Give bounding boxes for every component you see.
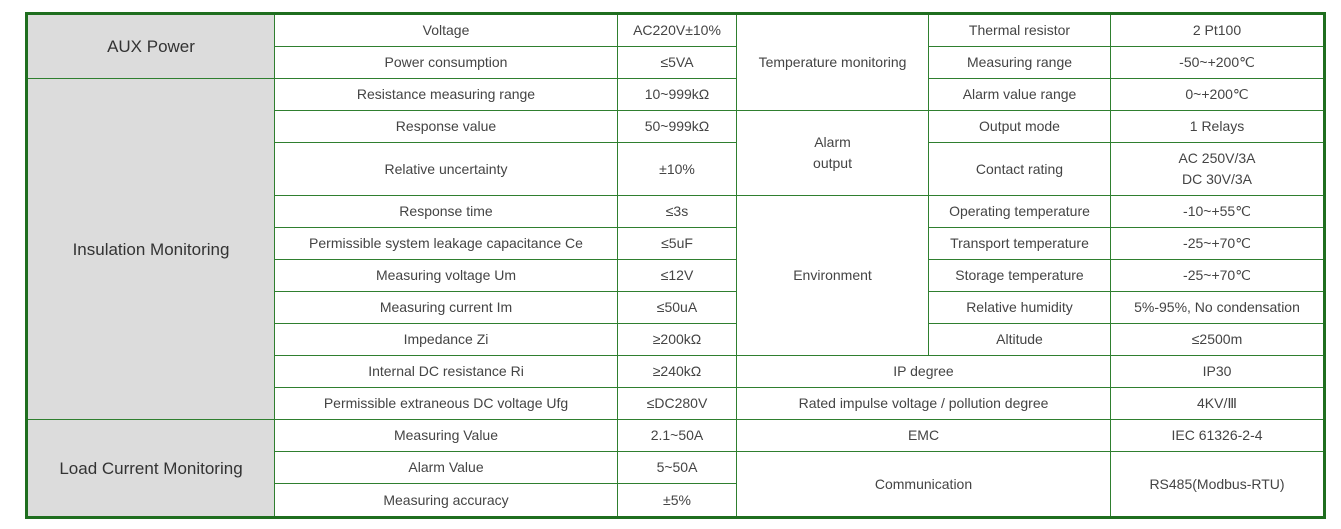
value-cell: ≤DC280V <box>617 387 737 420</box>
param-cell: Response time <box>274 195 618 228</box>
value-cell: ≤50uA <box>617 291 737 324</box>
param-cell: Relative uncertainty <box>274 142 618 196</box>
value-cell: IEC 61326-2-4 <box>1110 419 1325 452</box>
param-cell: Resistance measuring range <box>274 78 618 111</box>
param-cell: Voltage <box>274 13 618 47</box>
group-cell: Alarm output <box>736 110 929 196</box>
param-cell: Operating temperature <box>928 195 1111 228</box>
param-cell: Impedance Zi <box>274 323 618 356</box>
param-cell: Rated impulse voltage / pollution degree <box>736 387 1111 420</box>
param-cell: Storage temperature <box>928 259 1111 292</box>
value-cell: 10~999kΩ <box>617 78 737 111</box>
value-cell: 1 Relays <box>1110 110 1325 143</box>
value-cell: RS485(Modbus-RTU) <box>1110 451 1325 518</box>
group-cell: Temperature monitoring <box>736 13 929 111</box>
value-cell: 5~50A <box>617 451 737 484</box>
value-cell: ≥200kΩ <box>617 323 737 356</box>
value-cell: IP30 <box>1110 355 1325 388</box>
group-cell: AUX Power <box>26 13 275 79</box>
group-label: Alarm output <box>813 134 852 171</box>
param-cell: Alarm value range <box>928 78 1111 111</box>
group-cell: Load Current Monitoring <box>26 419 275 518</box>
value-cell: ≤5uF <box>617 227 737 260</box>
param-cell: Measuring voltage Um <box>274 259 618 292</box>
value-cell: 2 Pt100 <box>1110 13 1325 47</box>
value-cell: 4KV/Ⅲ <box>1110 387 1325 420</box>
value-cell: ≥240kΩ <box>617 355 737 388</box>
value-cell: -10~+55℃ <box>1110 195 1325 228</box>
param-cell: Measuring current Im <box>274 291 618 324</box>
value-cell: 50~999kΩ <box>617 110 737 143</box>
param-cell: Output mode <box>928 110 1111 143</box>
value-cell: -50~+200℃ <box>1110 46 1325 79</box>
param-cell: Alarm Value <box>274 451 618 484</box>
param-cell: Permissible extraneous DC voltage Ufg <box>274 387 618 420</box>
value-cell: ≤5VA <box>617 46 737 79</box>
group-cell: Environment <box>736 195 929 356</box>
value-cell: 0~+200℃ <box>1110 78 1325 111</box>
value-cell: ≤3s <box>617 195 737 228</box>
param-cell: Relative humidity <box>928 291 1111 324</box>
param-cell: Contact rating <box>928 142 1111 196</box>
value-cell: 5%-95%, No condensation <box>1110 291 1325 324</box>
value-cell: AC220V±10% <box>617 13 737 47</box>
value-cell: 2.1~50A <box>617 419 737 452</box>
param-cell: Response value <box>274 110 618 143</box>
param-cell: Power consumption <box>274 46 618 79</box>
spec-table: AUX Power Voltage AC220V±10% Temperature… <box>25 12 1326 519</box>
value-cell: -25~+70℃ <box>1110 227 1325 260</box>
param-cell: Measuring accuracy <box>274 483 618 518</box>
param-cell: Transport temperature <box>928 227 1111 260</box>
value-cell: ±10% <box>617 142 737 196</box>
value-line: AC 250V/3A <box>1178 150 1256 166</box>
group-cell: Insulation Monitoring <box>26 78 275 420</box>
param-cell: Measuring range <box>928 46 1111 79</box>
value-cell: ±5% <box>617 483 737 518</box>
param-cell: IP degree <box>736 355 1111 388</box>
param-cell: Measuring Value <box>274 419 618 452</box>
param-cell: Internal DC resistance Ri <box>274 355 618 388</box>
value-cell: AC 250V/3A DC 30V/3A <box>1110 142 1325 196</box>
value-line: DC 30V/3A <box>1181 171 1253 187</box>
value-cell: -25~+70℃ <box>1110 259 1325 292</box>
param-cell: EMC <box>736 419 1111 452</box>
param-cell: Altitude <box>928 323 1111 356</box>
param-cell: Thermal resistor <box>928 13 1111 47</box>
value-cell: ≤2500m <box>1110 323 1325 356</box>
param-cell: Permissible system leakage capacitance C… <box>274 227 618 260</box>
param-cell: Communication <box>736 451 1111 518</box>
value-cell: ≤12V <box>617 259 737 292</box>
